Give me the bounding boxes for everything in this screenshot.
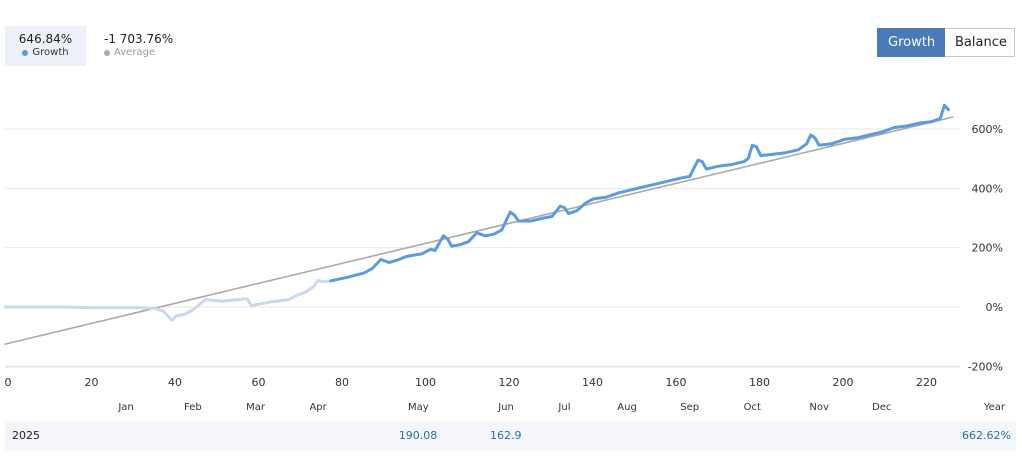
month-label: May xyxy=(408,402,429,413)
month-label: Jun xyxy=(497,402,514,413)
average-legend-dot-icon xyxy=(104,50,110,56)
year-summary-row: 2025 190.08 162.9 662.62% xyxy=(5,421,1016,451)
average-value: -1 703.76% xyxy=(104,32,174,46)
x-axis: 0 20 40 60 80 100 120 140 160 180 200 220 xyxy=(5,376,938,389)
growth-stat[interactable]: 646.84% Growth xyxy=(5,26,86,66)
x-tick-label: 180 xyxy=(749,376,770,389)
average-stat[interactable]: -1 703.76% Average xyxy=(90,26,200,66)
y-tick-label: 400% xyxy=(972,182,1003,195)
x-tick-label: 0 xyxy=(5,376,12,389)
month-label: Dec xyxy=(872,402,891,413)
x-tick-label: 60 xyxy=(252,376,266,389)
x-tick-label: 220 xyxy=(916,376,937,389)
x-tick-label: 100 xyxy=(415,376,436,389)
x-tick-label: 120 xyxy=(499,376,520,389)
month-axis: Jan Feb Mar Apr May Jun Jul Aug Sep Oct Nov Dec Year xyxy=(117,402,1006,413)
month-label: Jan xyxy=(117,402,133,413)
y-tick-label: 0% xyxy=(986,301,1003,314)
chart-mode-toggle: Growth Balance xyxy=(877,28,1015,57)
summary-value-jun: 162.9 xyxy=(490,429,522,442)
y-tick-label: 200% xyxy=(972,242,1003,255)
grid-lines xyxy=(5,128,960,368)
x-tick-label: 20 xyxy=(85,376,99,389)
summary-total: 662.62% xyxy=(962,429,1011,442)
summary-value-may: 190.08 xyxy=(398,429,438,442)
x-tick-label: 140 xyxy=(582,376,603,389)
growth-value: 646.84% xyxy=(18,32,73,46)
average-label: Average xyxy=(114,47,156,58)
y-axis: 600% 400% 200% 0% -200% xyxy=(968,123,1003,373)
month-label: Feb xyxy=(184,402,202,413)
x-tick-label: 80 xyxy=(335,376,349,389)
x-tick-label: 160 xyxy=(666,376,687,389)
month-label: Aug xyxy=(617,402,637,413)
series-layer xyxy=(3,103,954,345)
month-label: Year xyxy=(983,402,1006,413)
growth-label: Growth xyxy=(32,47,69,58)
series-line-average xyxy=(4,116,954,345)
month-label: Apr xyxy=(309,402,327,413)
y-tick-label: 600% xyxy=(972,123,1003,136)
growth-button[interactable]: Growth xyxy=(877,28,945,57)
series-line-growth-pre xyxy=(3,278,333,322)
balance-button[interactable]: Balance xyxy=(945,28,1015,57)
x-tick-label: 40 xyxy=(168,376,182,389)
month-label: Jul xyxy=(557,402,570,413)
x-tick-label: 200 xyxy=(833,376,854,389)
month-label: Nov xyxy=(809,402,829,413)
growth-legend-dot-icon xyxy=(22,50,29,56)
summary-year: 2025 xyxy=(12,429,40,442)
y-tick-label: -200% xyxy=(968,360,1003,373)
growth-chart: 600% 400% 200% 0% -200% 0 20 40 60 80 100 120 140 16… xyxy=(3,103,1006,413)
series-line-growth xyxy=(329,103,950,283)
month-label: Mar xyxy=(246,402,266,413)
month-label: Sep xyxy=(680,402,699,413)
month-label: Oct xyxy=(744,402,761,413)
